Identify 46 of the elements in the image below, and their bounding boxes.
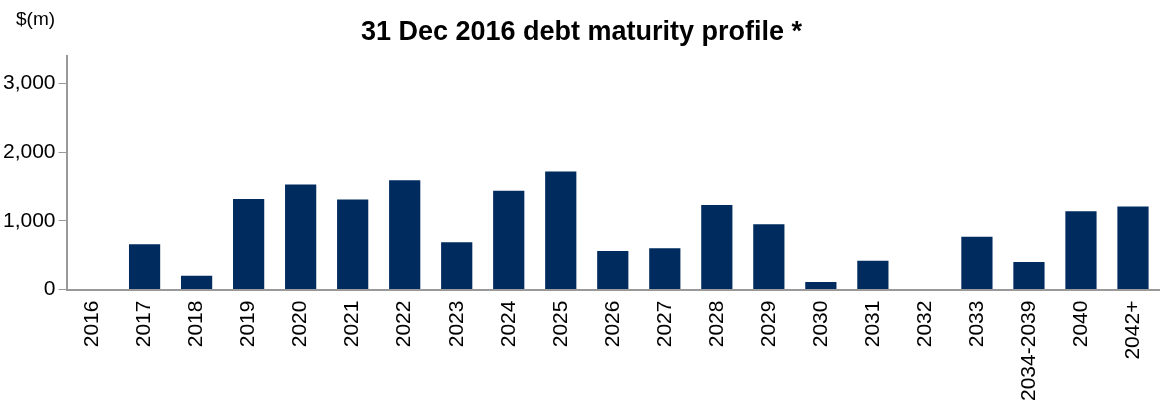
x-tick-label: 2042+: [1119, 300, 1143, 360]
x-tick-label: 2040: [1067, 300, 1091, 348]
y-tick-label: 0: [43, 276, 56, 300]
x-tick-label: 2029: [755, 300, 779, 348]
bar: [285, 184, 317, 290]
bar: [701, 205, 733, 290]
x-tick-label: 2025: [547, 300, 571, 348]
x-tick-label: 2019: [235, 300, 259, 348]
x-tick-label: 2018: [183, 300, 207, 348]
x-tick-label: 2022: [391, 300, 415, 348]
x-tick-label: 2031: [859, 300, 883, 348]
bar: [441, 242, 473, 290]
bar: [337, 199, 369, 290]
x-tick-label: 2024: [495, 300, 519, 348]
bar: [233, 198, 265, 290]
bar: [1065, 211, 1097, 290]
bar: [1117, 206, 1149, 290]
x-tick-label: 2023: [443, 300, 467, 348]
x-tick-label: 2020: [287, 300, 311, 348]
bar: [493, 190, 525, 290]
y-axis-title: $(m): [16, 8, 56, 30]
bar: [389, 180, 421, 290]
x-tick-label: 2017: [131, 300, 155, 348]
y-tick-label: 2,000: [2, 138, 56, 162]
chart-title: 31 Dec 2016 debt maturity profile *: [360, 16, 803, 46]
bar: [1013, 262, 1045, 290]
x-tick-label: 2027: [651, 300, 675, 348]
bar: [649, 248, 681, 290]
bar: [857, 260, 889, 290]
bar: [545, 171, 577, 290]
bar: [961, 236, 993, 290]
x-tick-label: 2033: [963, 300, 987, 348]
y-tick-label: 1,000: [2, 207, 56, 231]
x-tick-label: 2021: [339, 300, 363, 348]
bar: [181, 275, 213, 290]
bar: [597, 251, 629, 290]
x-tick-label: 2032: [911, 300, 935, 348]
x-tick-label: 2016: [79, 300, 103, 348]
x-tick-label: 2028: [703, 300, 727, 348]
bar: [753, 224, 785, 290]
y-tick-label: 3,000: [2, 70, 56, 94]
bar: [128, 244, 161, 290]
x-tick-label: 2030: [807, 300, 831, 348]
x-tick-label: 2026: [599, 300, 623, 348]
bar: [805, 282, 837, 290]
x-tick-label: 2034-2039: [1015, 300, 1039, 402]
